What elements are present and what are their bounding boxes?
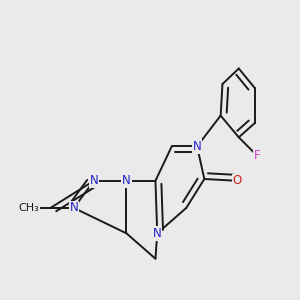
Text: N: N <box>153 227 162 240</box>
Text: N: N <box>122 174 131 187</box>
Text: N: N <box>89 174 98 187</box>
Text: N: N <box>193 140 202 153</box>
Text: O: O <box>232 174 242 187</box>
Text: N: N <box>70 202 78 214</box>
Text: F: F <box>254 149 260 162</box>
Text: CH₃: CH₃ <box>18 203 39 213</box>
